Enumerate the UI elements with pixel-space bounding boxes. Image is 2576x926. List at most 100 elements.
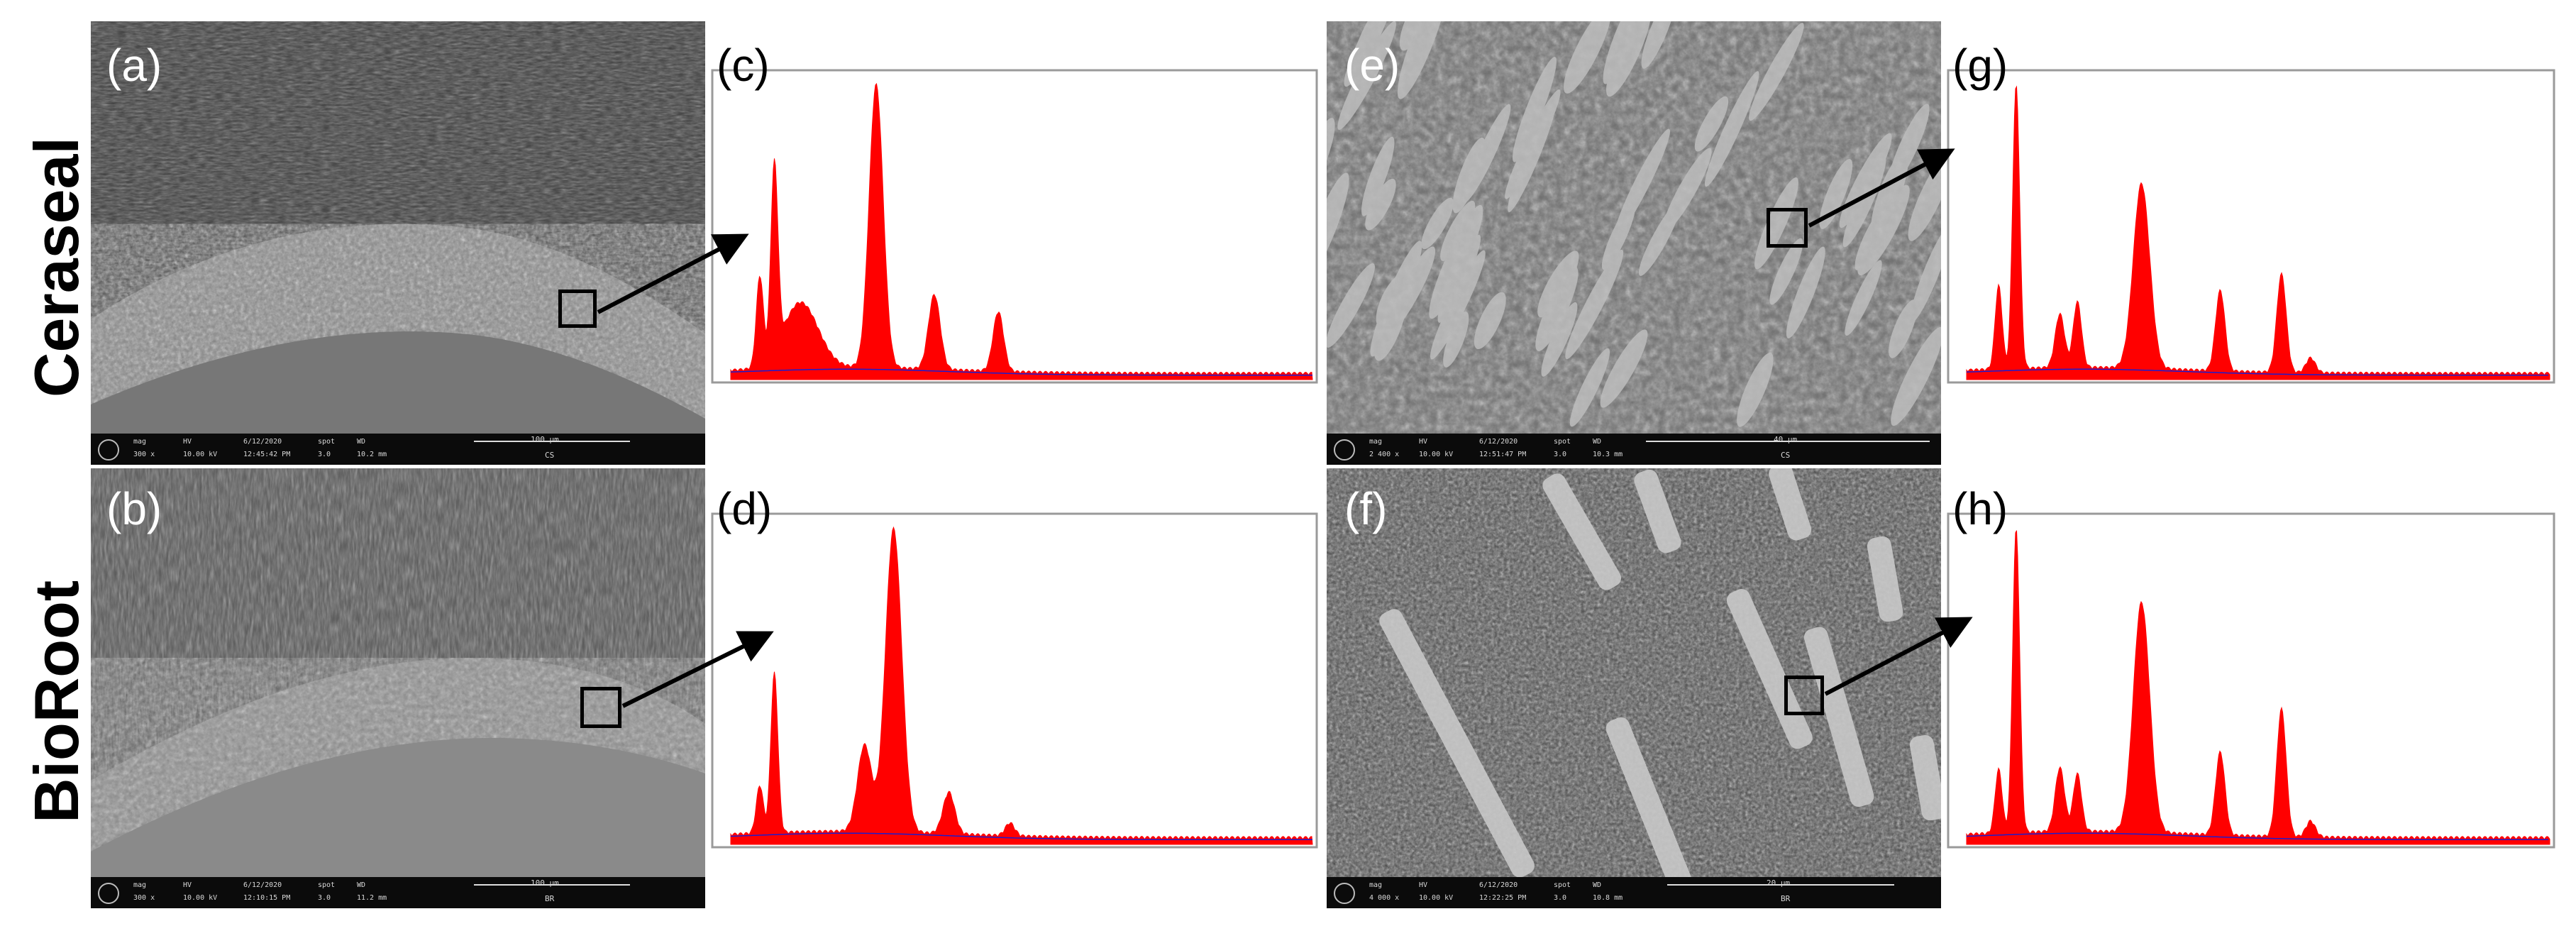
spot-label: spot (318, 881, 336, 889)
zoom-box-e (1767, 208, 1808, 248)
dentinal-tubule (1641, 21, 1676, 69)
mag-label: mag (133, 881, 147, 889)
sealer-tag (1605, 717, 1703, 908)
wd-value: 10.3 mm (1593, 451, 1623, 458)
scale-value: 40 µm (1774, 435, 1798, 444)
date-value: 6/12/2020 (243, 881, 282, 889)
sem-databar-e: mag 2 400 x HV 10.00 kV 6/12/2020 12:51:… (1327, 434, 1941, 465)
scale-bar (474, 441, 630, 442)
time-value: 12:22:25 PM (1479, 894, 1527, 902)
fei-logo-icon (98, 439, 119, 461)
background-fit-line (730, 832, 1312, 840)
dentinal-tubule (1600, 329, 1648, 408)
spot-label: spot (1554, 881, 1571, 889)
sealer-tag (1379, 609, 1535, 878)
spectrum-fill (1966, 530, 2550, 845)
wd-value: 10.2 mm (357, 451, 387, 458)
panel-letter-d: (d) (717, 483, 773, 534)
spectrum-plot (1947, 69, 2555, 384)
sem-databar-f: mag 4 000 x HV 10.00 kV 6/12/2020 12:22:… (1327, 877, 1941, 908)
eds-spectrum-h (1945, 511, 2557, 866)
spectrum-fill (1966, 85, 2550, 380)
dentinal-tubule (1910, 225, 1941, 323)
sem-image-b: mag 300 x HV 10.00 kV 6/12/2020 12:10:15… (91, 468, 705, 908)
zoom-box-b (580, 687, 621, 728)
dentinal-tubule (1616, 21, 1652, 67)
mag-value: 300 x (133, 894, 155, 902)
plot-frame (711, 69, 1318, 384)
panel-letter-h: (h) (1952, 483, 2008, 534)
dentinal-tubule (1889, 299, 1918, 358)
spot-value: 3.0 (318, 894, 331, 902)
date-value: 6/12/2020 (243, 438, 282, 446)
dentinal-tubule (1541, 302, 1578, 377)
sealer-tag (1909, 734, 1941, 821)
dentinal-tubule (1397, 21, 1448, 99)
dentinal-tubule (1440, 200, 1476, 261)
sealer-tag (1769, 468, 1812, 541)
spot-value: 3.0 (1554, 451, 1567, 458)
wd-label: WD (1593, 438, 1602, 446)
sem-image-a: mag 300 x HV 10.00 kV 6/12/2020 12:45:42… (91, 21, 705, 465)
spectrum-plot (711, 512, 1318, 849)
sealer-tag (1726, 589, 1813, 749)
sealer-tag (1542, 473, 1622, 590)
zoom-box-f (1784, 676, 1824, 715)
spectrum-fill (730, 526, 1313, 845)
panel-letter-c: (c) (717, 40, 770, 91)
dentinal-tubule (1564, 21, 1611, 94)
plot-frame (711, 512, 1318, 849)
dentinal-tubule (1349, 21, 1380, 84)
eds-spectrum-c (709, 67, 1320, 401)
wd-label: WD (1593, 881, 1602, 889)
sem-texture-f (1327, 468, 1941, 908)
dentinal-tubule (1891, 326, 1941, 426)
time-value: 12:45:42 PM (243, 451, 291, 458)
dentinal-tubule (1513, 57, 1557, 162)
dentinal-tubule (1421, 197, 1454, 250)
date-value: 6/12/2020 (1479, 881, 1518, 889)
scale-bar (474, 884, 630, 886)
dentinal-tubule (1337, 21, 1396, 130)
date-value: 6/12/2020 (1479, 438, 1518, 446)
mag-value: 300 x (133, 451, 155, 458)
eds-spectrum-g (1945, 67, 2557, 401)
dentinal-tubule (1614, 128, 1671, 237)
dentinal-tubule (1638, 201, 1681, 276)
hv-value: 10.00 kV (183, 894, 218, 902)
row-label-bioroot: BioRoot (21, 580, 92, 823)
scale-bar (1667, 884, 1894, 886)
dentinal-tubule (1399, 21, 1431, 51)
fei-logo-icon (1334, 439, 1355, 461)
fei-logo-icon (98, 883, 119, 904)
eds-spectrum-d (709, 511, 1320, 866)
mag-label: mag (1369, 438, 1383, 446)
hv-label: HV (183, 881, 192, 889)
sem-image-f: mag 4 000 x HV 10.00 kV 6/12/2020 12:22:… (1327, 468, 1941, 908)
plot-frame (1947, 512, 2555, 849)
dentinal-tubule (1365, 178, 1396, 231)
dentinal-tubule (1754, 177, 1798, 270)
dentinal-tubule (1565, 249, 1624, 360)
dentinal-tubule (1603, 21, 1639, 84)
spot-label: spot (1554, 438, 1571, 446)
dentinal-tubule (1462, 104, 1511, 203)
hv-label: HV (1419, 438, 1428, 446)
dentinal-tubule (1845, 260, 1882, 336)
dentinal-tubule (1537, 250, 1579, 318)
zoom-box-a (558, 290, 597, 328)
fei-logo-icon (1334, 883, 1355, 904)
spot-value: 3.0 (318, 451, 331, 458)
panel-letter-a: (a) (106, 40, 162, 91)
dentinal-tubule (1769, 238, 1803, 305)
row-label-ceraseal: Ceraseal (21, 137, 92, 397)
background-fit-line (1966, 832, 2548, 840)
dentinal-tubule (1361, 136, 1395, 216)
sem-databar-b: mag 300 x HV 10.00 kV 6/12/2020 12:10:15… (91, 877, 705, 908)
time-value: 12:10:15 PM (243, 894, 291, 902)
dentinal-tubule (1535, 266, 1579, 351)
dentinal-tubule (1327, 172, 1349, 282)
mag-label: mag (133, 438, 147, 446)
mag-value: 2 400 x (1369, 451, 1400, 458)
mag-label: mag (1369, 881, 1383, 889)
